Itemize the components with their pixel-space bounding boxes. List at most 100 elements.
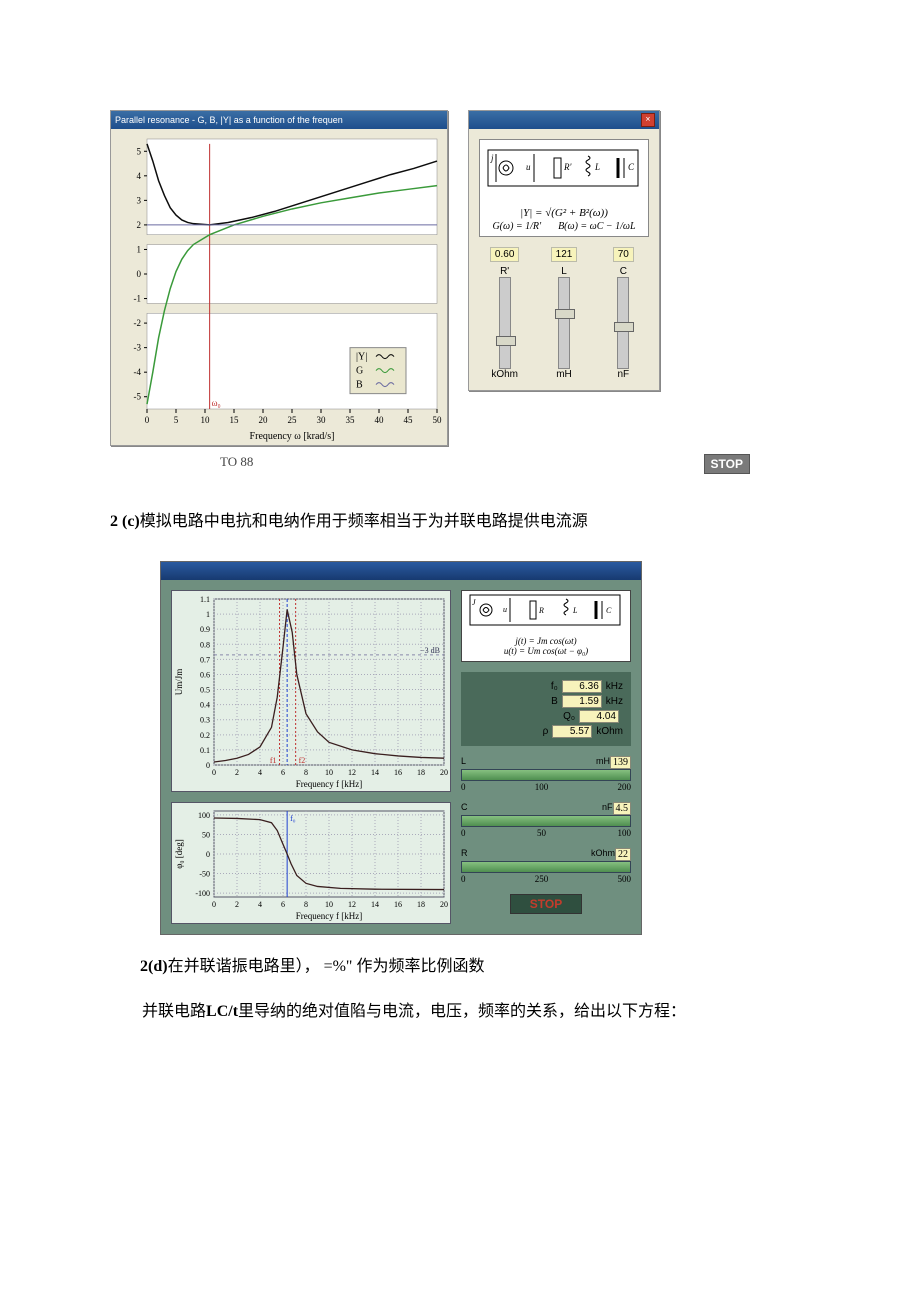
fig2d-body: 00.10.20.30.40.50.60.70.80.911.102468101… (161, 580, 641, 934)
svg-text:0.3: 0.3 (200, 716, 210, 725)
readouts-box: f₀ 6.36 kHzB 1.59 kHzQ₀ 4.04 ρ 5.57 kOhm (461, 672, 631, 746)
circuit-svg: j u R' L C (484, 146, 644, 200)
svg-text:-5: -5 (134, 392, 142, 402)
svg-text:0: 0 (137, 269, 142, 279)
svg-text:4: 4 (258, 768, 262, 777)
svg-text:φ₀ [deg]: φ₀ [deg] (174, 839, 184, 869)
svg-text:6: 6 (281, 900, 285, 909)
readout-B: B 1.59 kHz (469, 695, 623, 708)
fig2d-bot-svg: -100-5005010002468101214161820Frequency … (172, 803, 452, 923)
svg-text:30: 30 (317, 415, 327, 425)
close-icon[interactable]: × (641, 113, 655, 127)
slider-value: 121 (551, 247, 578, 262)
svg-text:14: 14 (371, 768, 379, 777)
svg-text:-50: -50 (199, 870, 210, 879)
svg-text:10: 10 (325, 900, 333, 909)
readout-unit: kHz (606, 696, 623, 707)
fig2c-circuit-diagram: j u R' L C |Y| = √(G² + B²(ω)) G(ω) = 1/… (479, 139, 649, 237)
svg-text:-4: -4 (134, 367, 142, 377)
svg-text:4: 4 (137, 171, 142, 181)
formula2-left: G(ω) = 1/R' (492, 221, 541, 232)
para1-bold: LC/t (206, 1003, 238, 1020)
slider-L[interactable]: 121 L mH (544, 247, 584, 380)
stop-button-2d[interactable]: STOP (510, 894, 582, 914)
formula2: G(ω) = 1/R' B(ω) = ωC − 1/ωL (484, 221, 644, 232)
svg-text:35: 35 (346, 415, 356, 425)
hslider-L[interactable]: L 139 mH 0100200 (461, 756, 631, 792)
svg-text:1: 1 (137, 244, 142, 254)
to88-label: TO 88 (220, 454, 253, 474)
svg-text:ω₀: ω₀ (212, 398, 221, 408)
svg-text:L: L (572, 606, 578, 615)
para1-b: 里导纳的绝对值陷与电流，电压，频率的关系，给出以下方程： (238, 1003, 686, 1020)
svg-text:8: 8 (304, 900, 308, 909)
svg-text:j: j (490, 153, 494, 163)
slider-track[interactable] (499, 277, 511, 369)
para1-a: 并联电路 (142, 1003, 206, 1020)
svg-text:B: B (356, 380, 363, 391)
hslider-unit: nF (602, 802, 613, 812)
slider-unit: kOhm (491, 369, 518, 380)
hslider-R[interactable]: R 22 kOhm 0250500 (461, 848, 631, 884)
svg-text:10: 10 (201, 415, 211, 425)
svg-text:R': R' (563, 162, 572, 172)
slider-row: 0.60 R' kOhm 121 L mH 70 C nF (479, 247, 649, 380)
hslider-ticks: 0250500 (461, 874, 631, 884)
hslider-unit: mH (596, 756, 610, 766)
slider-track[interactable] (617, 277, 629, 369)
svg-text:C: C (606, 606, 612, 615)
svg-text:0: 0 (206, 761, 210, 770)
svg-text:Frequency f [kHz]: Frequency f [kHz] (296, 779, 362, 789)
svg-text:0: 0 (206, 850, 210, 859)
slider-C[interactable]: 70 C nF (603, 247, 643, 380)
caption-2d: 2(d)在并联谐振电路里）， =%" 作为频率比例函数 (140, 949, 810, 984)
svg-text:0: 0 (212, 900, 216, 909)
svg-text:f1: f1 (270, 756, 277, 765)
readout-val: 5.57 (552, 725, 592, 738)
svg-text:18: 18 (417, 900, 425, 909)
hslider-C[interactable]: C 4.5 nF 050100 (461, 802, 631, 838)
svg-text:-2: -2 (134, 318, 142, 328)
hslider-track[interactable] (461, 815, 631, 827)
hslider-ticks: 0100200 (461, 782, 631, 792)
svg-text:1.1: 1.1 (200, 595, 210, 604)
svg-text:45: 45 (404, 415, 414, 425)
svg-text:−3 dB: −3 dB (420, 646, 440, 655)
svg-text:16: 16 (394, 900, 402, 909)
svg-text:f2: f2 (299, 756, 306, 765)
slider-unit: mH (556, 369, 572, 380)
formula2-right: B(ω) = ωC − 1/ωL (558, 221, 635, 232)
readout-sym: f₀ (551, 681, 558, 692)
readout-sym: Q₀ (563, 711, 575, 722)
svg-text:16: 16 (394, 768, 402, 777)
hslider-ticks: 050100 (461, 828, 631, 838)
caption-2c-bold: 2 (c) (110, 513, 140, 530)
svg-text:0.5: 0.5 (200, 686, 210, 695)
svg-text:J: J (472, 598, 476, 607)
svg-text:14: 14 (371, 900, 379, 909)
svg-text:2: 2 (137, 220, 142, 230)
fig2c-controls-window: × j u R' L C |Y| = (468, 110, 660, 391)
caption-2d-bold: 2(d) (140, 958, 168, 975)
hslider-track[interactable] (461, 769, 631, 781)
svg-text:10: 10 (325, 768, 333, 777)
fig2c-caption-row: TO 88 STOP (110, 454, 810, 474)
svg-text:0.2: 0.2 (200, 731, 210, 740)
svg-text:Frequency ω [krad/s]: Frequency ω [krad/s] (250, 431, 335, 442)
formula1: |Y| = √(G² + B²(ω)) (484, 207, 644, 219)
svg-text:12: 12 (348, 768, 356, 777)
svg-text:Um/Jm: Um/Jm (174, 669, 184, 696)
para1: 并联电路LC/t里导纳的绝对值陷与电流，电压，频率的关系，给出以下方程： (110, 994, 810, 1029)
fig2c-svg: 05101520253035404550Frequency ω [krad/s]… (111, 129, 447, 445)
caption-2d-text: 在并联谐振电路里）， =%" 作为频率比例函数 (168, 958, 485, 975)
slider-value: 0.60 (490, 247, 519, 262)
hslider-track[interactable] (461, 861, 631, 873)
slider-track[interactable] (558, 277, 570, 369)
slider-label: L (561, 266, 567, 277)
hslider-unit: kOhm (591, 848, 615, 858)
readout-Q₀: Q₀ 4.04 (469, 710, 623, 723)
svg-text:100: 100 (198, 811, 210, 820)
svg-text:5: 5 (174, 415, 179, 425)
stop-button-2c[interactable]: STOP (704, 454, 750, 474)
slider-R'[interactable]: 0.60 R' kOhm (485, 247, 525, 380)
